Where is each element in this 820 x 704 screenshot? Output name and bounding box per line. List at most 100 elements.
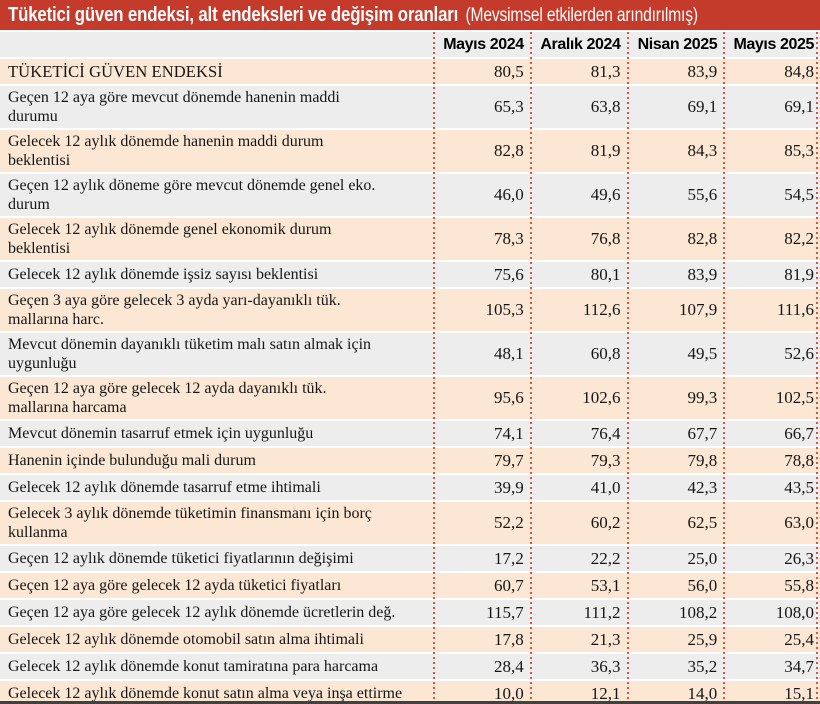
table-row: Geçen 12 aya göre gelecek 12 ayda dayanı… bbox=[0, 377, 820, 419]
column-header: Nisan 2025 bbox=[637, 35, 718, 53]
title-bar: Tüketici güven endeksi, alt endeksleri v… bbox=[0, 0, 820, 30]
value-cell: 62,5 bbox=[687, 513, 718, 532]
value-cell: 48,1 bbox=[494, 344, 524, 363]
row-label: Gelecek 12 aylık dönemde işsiz sayısı be… bbox=[8, 266, 319, 283]
bottom-border bbox=[0, 701, 820, 704]
value-cell: 111,6 bbox=[777, 300, 814, 319]
value-cell: 17,2 bbox=[494, 548, 524, 568]
column-divider bbox=[816, 32, 818, 704]
value-cell: 43,5 bbox=[784, 477, 814, 497]
table-row: Gelecek 12 aylık dönemde konut satın alm… bbox=[0, 681, 820, 704]
value-cell: 53,1 bbox=[590, 575, 621, 595]
value-cell: 15,1 bbox=[784, 683, 814, 703]
row-label: Mevcut dönemin dayanıklı tüketim malı sa… bbox=[8, 336, 372, 372]
table-row: Geçen 12 aylık döneme göre mevcut dönemd… bbox=[0, 174, 820, 216]
column-divider bbox=[626, 32, 629, 704]
value-cell: 69,1 bbox=[687, 97, 718, 116]
value-cell: 49,5 bbox=[687, 344, 718, 363]
value-cell: 108,0 bbox=[775, 602, 814, 622]
index-table: Mayıs 2024 Aralık 2024 Nisan 2025 Mayıs 202… bbox=[0, 32, 820, 704]
value-cell: 81,9 bbox=[590, 141, 621, 160]
value-cell: 12,1 bbox=[590, 683, 621, 703]
value-cell: 99,3 bbox=[687, 388, 718, 407]
table-row: TÜKETİCİ GÜVEN ENDEKSİ 80,5 81,3 83,9 84,8 bbox=[0, 59, 820, 84]
value-cell: 82,2 bbox=[784, 229, 814, 248]
value-cell: 115,7 bbox=[486, 602, 524, 622]
value-cell: 76,8 bbox=[590, 229, 621, 248]
table-row: Gelecek 12 aylık dönemde otomobil satın … bbox=[0, 627, 820, 652]
table-row: Gelecek 12 aylık dönemde genel ekonomik … bbox=[0, 218, 820, 260]
row-label: Gelecek 12 aylık dönemde genel ekonomik … bbox=[8, 221, 332, 257]
row-label: Geçen 12 aylık döneme göre mevcut dönemd… bbox=[8, 177, 376, 213]
value-cell: 80,5 bbox=[494, 61, 524, 81]
value-cell: 79,8 bbox=[687, 450, 718, 470]
value-cell: 60,2 bbox=[590, 513, 621, 532]
value-cell: 79,7 bbox=[494, 450, 524, 470]
value-cell: 54,5 bbox=[784, 185, 814, 204]
value-cell: 108,2 bbox=[679, 602, 718, 622]
value-cell: 36,3 bbox=[590, 656, 621, 676]
value-cell: 67,7 bbox=[687, 423, 718, 443]
value-cell: 84,8 bbox=[784, 61, 814, 81]
value-cell: 78,3 bbox=[494, 229, 524, 248]
row-label: Geçen 12 aylık dönemde tüketici fiyatlar… bbox=[8, 550, 354, 567]
value-cell: 10,0 bbox=[494, 683, 524, 703]
value-cell: 79,3 bbox=[590, 450, 621, 470]
table-header-row: Mayıs 2024 Aralık 2024 Nisan 2025 Mayıs 202… bbox=[0, 32, 820, 57]
row-label: Geçen 12 aya göre gelecek 12 ayda tüketi… bbox=[8, 577, 342, 594]
value-cell: 83,9 bbox=[687, 264, 718, 284]
value-cell: 82,8 bbox=[687, 229, 718, 248]
row-label: Geçen 3 aya göre gelecek 3 ayda yarı-day… bbox=[8, 292, 341, 328]
value-cell: 95,6 bbox=[494, 388, 524, 407]
value-cell: 25,0 bbox=[687, 548, 718, 568]
table-row: Mevcut dönemin dayanıklı tüketim malı sa… bbox=[0, 333, 820, 375]
table-body: TÜKETİCİ GÜVEN ENDEKSİ 80,5 81,3 83,9 84,8 Ge… bbox=[0, 59, 820, 704]
value-cell: 82,8 bbox=[494, 141, 524, 160]
value-cell: 63,8 bbox=[590, 97, 621, 116]
value-cell: 46,0 bbox=[494, 185, 524, 204]
value-cell: 55,8 bbox=[784, 575, 814, 595]
value-cell: 21,3 bbox=[590, 629, 621, 649]
value-cell: 74,1 bbox=[494, 423, 524, 443]
table-row: Gelecek 12 aylık dönemde hanenin maddi d… bbox=[0, 130, 820, 172]
column-divider bbox=[529, 32, 532, 704]
value-cell: 52,6 bbox=[784, 344, 814, 363]
row-label: Gelecek 12 aylık dönemde otomobil satın … bbox=[8, 631, 364, 648]
table-row: Gelecek 12 aylık dönemde işsiz sayısı be… bbox=[0, 262, 820, 287]
value-cell: 56,0 bbox=[687, 575, 718, 595]
value-cell: 80,1 bbox=[590, 264, 621, 284]
table-row: Gelecek 3 aylık dönemde tüketimin finans… bbox=[0, 502, 820, 544]
value-cell: 41,0 bbox=[590, 477, 621, 497]
value-cell: 55,6 bbox=[687, 185, 718, 204]
row-label: Geçen 12 aya göre gelecek 12 aylık dönem… bbox=[8, 604, 396, 621]
title-bar-inner: Tüketici güven endeksi, alt endeksleri v… bbox=[8, 3, 698, 27]
value-cell: 34,7 bbox=[784, 656, 814, 676]
value-cell: 28,4 bbox=[494, 656, 524, 676]
table-row: Hanenin içinde bulunduğu mali durum 79,7 7… bbox=[0, 448, 820, 473]
value-cell: 84,3 bbox=[687, 141, 718, 160]
value-cell: 14,0 bbox=[687, 683, 718, 703]
header-label-spacer bbox=[0, 32, 433, 57]
row-label: Hanenin içinde bulunduğu mali durum bbox=[8, 452, 256, 469]
value-cell: 42,3 bbox=[687, 477, 718, 497]
value-cell: 111,2 bbox=[583, 602, 621, 622]
column-header: Aralık 2024 bbox=[540, 35, 621, 53]
table-row: Geçen 12 aya göre mevcut dönemde hanenin… bbox=[0, 86, 820, 128]
value-cell: 81,3 bbox=[590, 61, 621, 81]
column-divider bbox=[433, 32, 435, 704]
page-title: Tüketici güven endeksi, alt endeksleri v… bbox=[8, 3, 459, 26]
row-label: Geçen 12 aya göre gelecek 12 ayda dayanı… bbox=[8, 380, 327, 416]
value-cell: 69,1 bbox=[784, 97, 814, 116]
value-cell: 112,6 bbox=[582, 300, 621, 319]
title-note: (Mevsimsel etkilerden arındırılmış) bbox=[465, 5, 699, 26]
column-divider bbox=[723, 32, 726, 704]
value-cell: 63,0 bbox=[784, 513, 814, 532]
value-cell: 60,8 bbox=[590, 344, 621, 363]
row-label: Mevcut dönemin tasarruf etmek için uygun… bbox=[8, 425, 314, 442]
table-row: Geçen 12 aya göre gelecek 12 aylık dönem… bbox=[0, 600, 820, 625]
row-label: Gelecek 3 aylık dönemde tüketimin finans… bbox=[8, 505, 372, 541]
row-label: TÜKETİCİ GÜVEN ENDEKSİ bbox=[8, 62, 223, 81]
value-cell: 66,7 bbox=[784, 423, 814, 443]
table-row: Geçen 3 aya göre gelecek 3 ayda yarı-day… bbox=[0, 289, 820, 331]
